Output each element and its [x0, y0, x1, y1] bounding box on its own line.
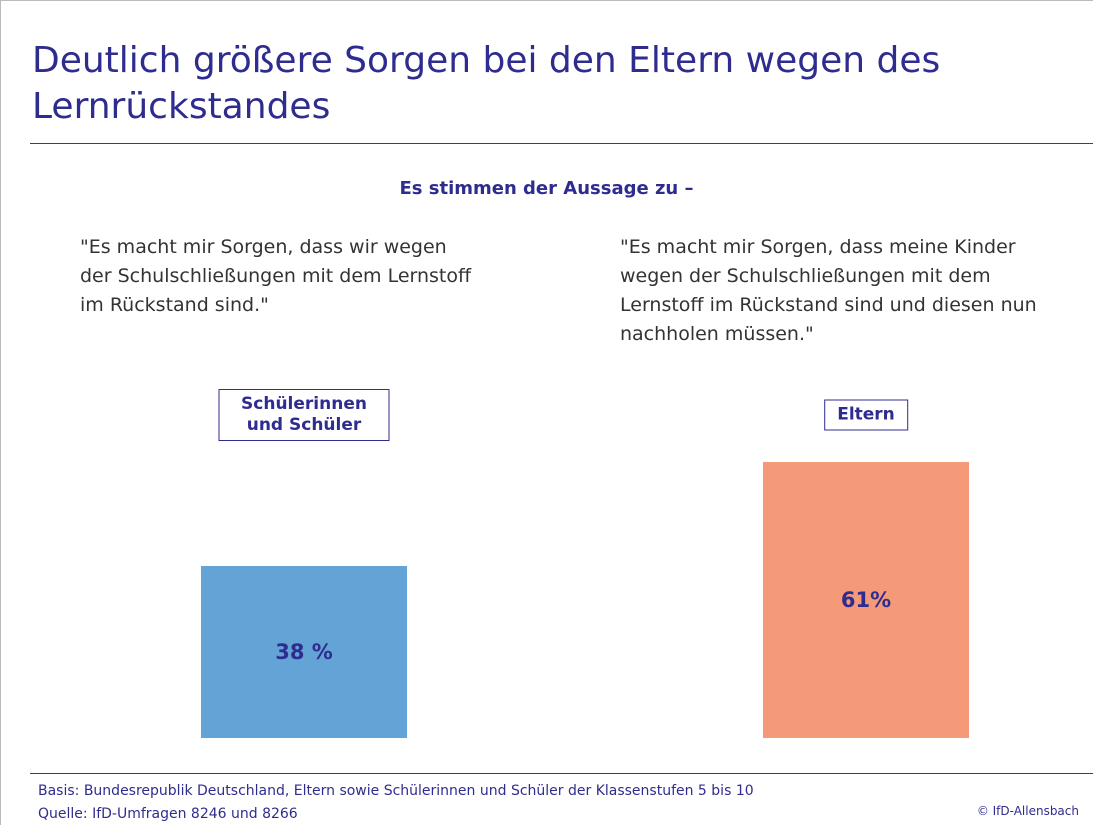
chart-title: Deutlich größere Sorgen bei den Eltern w… [32, 40, 941, 127]
quote: "Es macht mir Sorgen, dass wir wegen der… [80, 236, 472, 316]
basis-note: Basis: Bundesrepublik Deutschland, Elter… [38, 783, 754, 799]
category-label: Schülerinnen und Schüler [218, 389, 390, 441]
divider [30, 143, 1093, 144]
divider [30, 773, 1093, 774]
bar [201, 566, 407, 738]
value-label: 38 % [275, 640, 333, 665]
bar [763, 462, 969, 738]
source-note: Quelle: IfD-Umfragen 8246 und 8266 [38, 806, 298, 822]
subtitle: Es stimmen der Aussage zu – [399, 178, 694, 199]
copyright: © IfD-Allensbach [976, 804, 1079, 818]
category-label: Eltern [824, 399, 908, 431]
value-label: 61% [840, 588, 892, 613]
quote: "Es macht mir Sorgen, dass meine Kinder … [620, 236, 1037, 345]
